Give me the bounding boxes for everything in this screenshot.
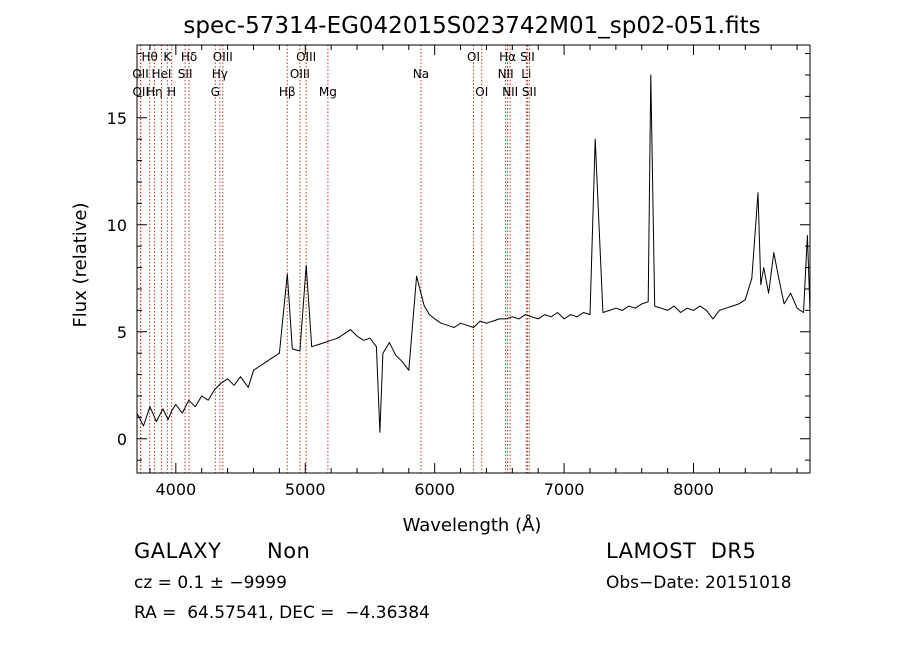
object-class: GALAXY	[134, 539, 222, 563]
line-marker-label: Hγ	[212, 67, 228, 81]
observation-date: Obs−Date: 20151018	[606, 573, 792, 593]
x-axis-label: Wavelength (Å)	[403, 514, 542, 536]
y-axis-label: Flux (relative)	[70, 202, 91, 327]
y-tick-label: 10	[107, 216, 127, 235]
chart-title: spec-57314-EG042015S023742M01_sp02-051.f…	[183, 13, 760, 39]
line-marker-label: Hδ	[181, 50, 197, 64]
y-axis-ticks: 0 5 10 15	[107, 53, 810, 461]
line-marker-label: Hβ	[279, 85, 296, 99]
line-marker-label: NII	[502, 85, 518, 99]
line-marker-label: Hη	[146, 85, 163, 99]
survey-release: LAMOST DR5	[606, 539, 757, 563]
x-tick-label: 5000	[285, 480, 326, 499]
line-marker-label: OIII	[290, 67, 310, 81]
line-marker-label: Mg	[319, 85, 337, 99]
line-marker-label: OIII	[213, 50, 233, 64]
x-tick-label: 4000	[155, 480, 196, 499]
x-axis-ticks: 4000 5000 6000 7000 8000	[149, 45, 798, 499]
line-marker-label: OI	[475, 85, 488, 99]
spectrum-line	[136, 74, 811, 433]
line-marker-label: G	[211, 85, 220, 99]
y-tick-label: 5	[117, 323, 127, 342]
line-marker-label: SII	[520, 50, 535, 64]
y-tick-label: 15	[107, 109, 127, 128]
line-marker-label: K	[163, 50, 172, 64]
x-tick-label: 8000	[673, 480, 714, 499]
line-marker-label: Li	[521, 67, 531, 81]
line-marker-label: OI	[467, 50, 480, 64]
x-tick-label: 6000	[414, 480, 455, 499]
line-marker-label: NII	[498, 67, 514, 81]
plot-frame	[136, 44, 811, 474]
line-marker-label: OIII	[296, 50, 316, 64]
y-tick-label: 0	[117, 430, 127, 449]
line-marker-label: Hθ	[141, 50, 157, 64]
line-marker-label: H	[167, 85, 176, 99]
redshift-readout: cz = 0.1 ± −9999	[134, 573, 287, 593]
line-marker-label: Na	[413, 67, 429, 81]
x-tick-label: 7000	[544, 480, 585, 499]
line-marker-label: SII	[522, 85, 537, 99]
line-marker-label: SII	[178, 67, 193, 81]
object-subclass: Non	[267, 539, 311, 563]
line-marker-label: Hα	[499, 50, 516, 64]
line-marker-label: HeI	[151, 67, 171, 81]
spectrum-series	[136, 74, 811, 433]
coordinates-readout: RA = 64.57541, DEC = −4.36384	[134, 603, 430, 623]
